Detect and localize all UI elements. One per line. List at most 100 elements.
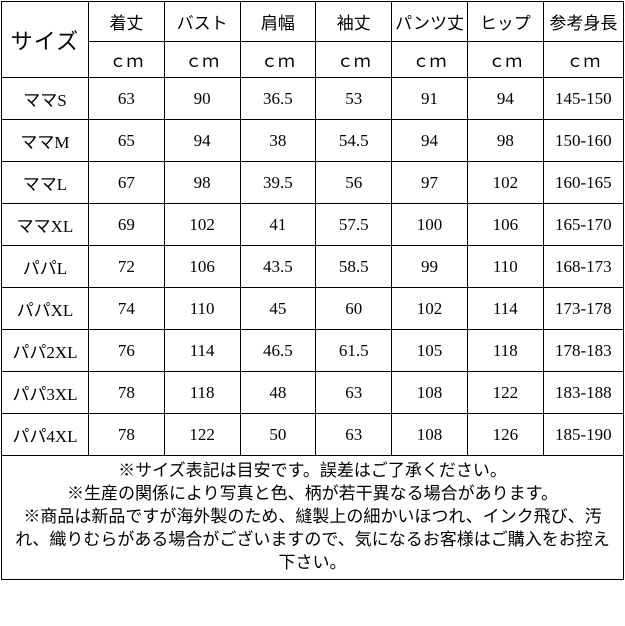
value-cell: 110: [164, 288, 240, 330]
value-cell: 94: [164, 120, 240, 162]
size-chart-table: サイズ 着丈 バスト 肩幅 袖丈 パンツ丈 ヒップ 参考身長 ｃｍ ｃｍ ｃｍ …: [1, 1, 624, 580]
size-header: サイズ: [2, 2, 89, 78]
col-header: 着丈: [88, 2, 164, 42]
value-cell: 53: [316, 78, 392, 120]
value-cell: 39.5: [240, 162, 316, 204]
table-row: ママL679839.55697102160-165: [2, 162, 624, 204]
size-cell: パパ3XL: [2, 372, 89, 414]
col-header: ヒップ: [467, 2, 543, 42]
value-cell: 150-160: [543, 120, 623, 162]
col-unit: ｃｍ: [467, 42, 543, 78]
value-cell: 57.5: [316, 204, 392, 246]
value-cell: 98: [164, 162, 240, 204]
value-cell: 72: [88, 246, 164, 288]
value-cell: 145-150: [543, 78, 623, 120]
notes-cell: ※サイズ表記は目安です。誤差はご了承ください。※生産の関係により写真と色、柄が若…: [2, 456, 624, 580]
col-header: バスト: [164, 2, 240, 42]
value-cell: 94: [467, 78, 543, 120]
value-cell: 74: [88, 288, 164, 330]
value-cell: 91: [392, 78, 468, 120]
value-cell: 122: [164, 414, 240, 456]
value-cell: 65: [88, 120, 164, 162]
value-cell: 102: [164, 204, 240, 246]
value-cell: 168-173: [543, 246, 623, 288]
note-line: ※商品は新品ですが海外製のため、縫製上の細かいほつれ、インク飛び、汚れ、織りむら…: [8, 506, 617, 575]
value-cell: 160-165: [543, 162, 623, 204]
size-cell: パパ4XL: [2, 414, 89, 456]
table-row: パパL7210643.558.599110168-173: [2, 246, 624, 288]
col-header: 肩幅: [240, 2, 316, 42]
value-cell: 56: [316, 162, 392, 204]
col-header: 袖丈: [316, 2, 392, 42]
value-cell: 118: [164, 372, 240, 414]
table-row: パパXL741104560102114173-178: [2, 288, 624, 330]
value-cell: 54.5: [316, 120, 392, 162]
table-row: パパ4XL781225063108126185-190: [2, 414, 624, 456]
value-cell: 118: [467, 330, 543, 372]
value-cell: 50: [240, 414, 316, 456]
value-cell: 108: [392, 414, 468, 456]
size-cell: ママL: [2, 162, 89, 204]
value-cell: 60: [316, 288, 392, 330]
value-cell: 78: [88, 372, 164, 414]
size-cell: ママXL: [2, 204, 89, 246]
value-cell: 63: [316, 414, 392, 456]
size-cell: パパXL: [2, 288, 89, 330]
value-cell: 99: [392, 246, 468, 288]
value-cell: 41: [240, 204, 316, 246]
value-cell: 38: [240, 120, 316, 162]
size-header-label: サイズ: [11, 29, 79, 54]
table-row: ママM65943854.59498150-160: [2, 120, 624, 162]
value-cell: 178-183: [543, 330, 623, 372]
size-cell: ママS: [2, 78, 89, 120]
note-line: ※生産の関係により写真と色、柄が若干異なる場合があります。: [8, 483, 617, 506]
value-cell: 61.5: [316, 330, 392, 372]
value-cell: 105: [392, 330, 468, 372]
value-cell: 97: [392, 162, 468, 204]
value-cell: 185-190: [543, 414, 623, 456]
value-cell: 36.5: [240, 78, 316, 120]
table-row: パパ3XL781184863108122183-188: [2, 372, 624, 414]
value-cell: 122: [467, 372, 543, 414]
value-cell: 43.5: [240, 246, 316, 288]
value-cell: 48: [240, 372, 316, 414]
size-cell: ママM: [2, 120, 89, 162]
col-unit: ｃｍ: [543, 42, 623, 78]
value-cell: 78: [88, 414, 164, 456]
value-cell: 173-178: [543, 288, 623, 330]
table-header: サイズ 着丈 バスト 肩幅 袖丈 パンツ丈 ヒップ 参考身長 ｃｍ ｃｍ ｃｍ …: [2, 2, 624, 78]
value-cell: 63: [88, 78, 164, 120]
size-cell: パパL: [2, 246, 89, 288]
table-row: パパ2XL7611446.561.5105118178-183: [2, 330, 624, 372]
col-header: パンツ丈: [392, 2, 468, 42]
value-cell: 102: [467, 162, 543, 204]
value-cell: 98: [467, 120, 543, 162]
value-cell: 106: [164, 246, 240, 288]
col-unit: ｃｍ: [164, 42, 240, 78]
value-cell: 76: [88, 330, 164, 372]
value-cell: 114: [164, 330, 240, 372]
col-unit: ｃｍ: [316, 42, 392, 78]
col-header: 参考身長: [543, 2, 623, 42]
value-cell: 63: [316, 372, 392, 414]
col-unit: ｃｍ: [240, 42, 316, 78]
value-cell: 110: [467, 246, 543, 288]
value-cell: 90: [164, 78, 240, 120]
value-cell: 114: [467, 288, 543, 330]
table-row: ママS639036.5539194145-150: [2, 78, 624, 120]
value-cell: 69: [88, 204, 164, 246]
value-cell: 126: [467, 414, 543, 456]
table-body: ママS639036.5539194145-150ママM65943854.5949…: [2, 78, 624, 456]
value-cell: 67: [88, 162, 164, 204]
col-unit: ｃｍ: [392, 42, 468, 78]
value-cell: 106: [467, 204, 543, 246]
col-unit: ｃｍ: [88, 42, 164, 78]
value-cell: 108: [392, 372, 468, 414]
value-cell: 46.5: [240, 330, 316, 372]
value-cell: 45: [240, 288, 316, 330]
size-cell: パパ2XL: [2, 330, 89, 372]
value-cell: 100: [392, 204, 468, 246]
value-cell: 183-188: [543, 372, 623, 414]
table-row: ママXL691024157.5100106165-170: [2, 204, 624, 246]
value-cell: 165-170: [543, 204, 623, 246]
